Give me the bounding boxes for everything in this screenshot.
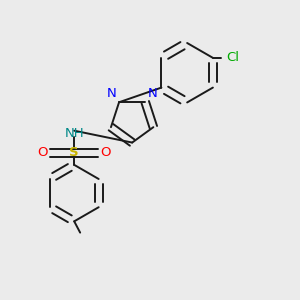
Text: O: O [100, 146, 111, 160]
Text: N: N [148, 88, 158, 100]
Text: N: N [107, 88, 117, 100]
Text: Cl: Cl [226, 51, 240, 64]
Text: NH: NH [64, 127, 84, 140]
Text: O: O [38, 146, 48, 160]
Text: S: S [69, 146, 79, 160]
